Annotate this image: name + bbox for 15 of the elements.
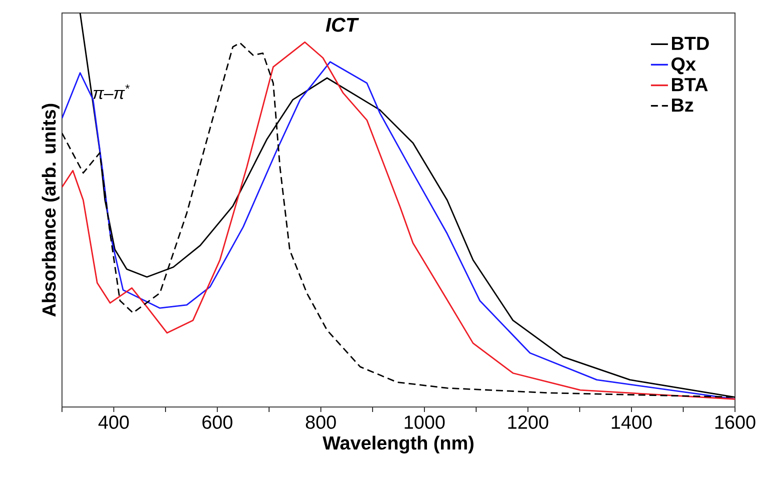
x-tick-label: 800 — [306, 416, 336, 429]
legend-label: BTA — [672, 78, 708, 92]
annotation: π–π$^{*}$ — [93, 84, 130, 100]
legend-label: BTD — [672, 36, 709, 50]
x-tick-label: 1000 — [404, 416, 445, 429]
legend-label: Qx — [672, 57, 696, 74]
y-axis-title: Absorbance (arb. units) — [42, 104, 60, 317]
legend-label: Bz — [672, 98, 694, 112]
x-tick-label: 1600 — [715, 416, 756, 429]
x-tick-label: 1400 — [612, 416, 652, 429]
annotation: ICT — [326, 18, 359, 32]
x-tick-label: 600 — [202, 416, 232, 429]
x-tick-label: 400 — [98, 416, 129, 429]
x-axis-title: Wavelength (nm) — [322, 436, 474, 454]
x-tick-label: 1200 — [508, 416, 548, 429]
